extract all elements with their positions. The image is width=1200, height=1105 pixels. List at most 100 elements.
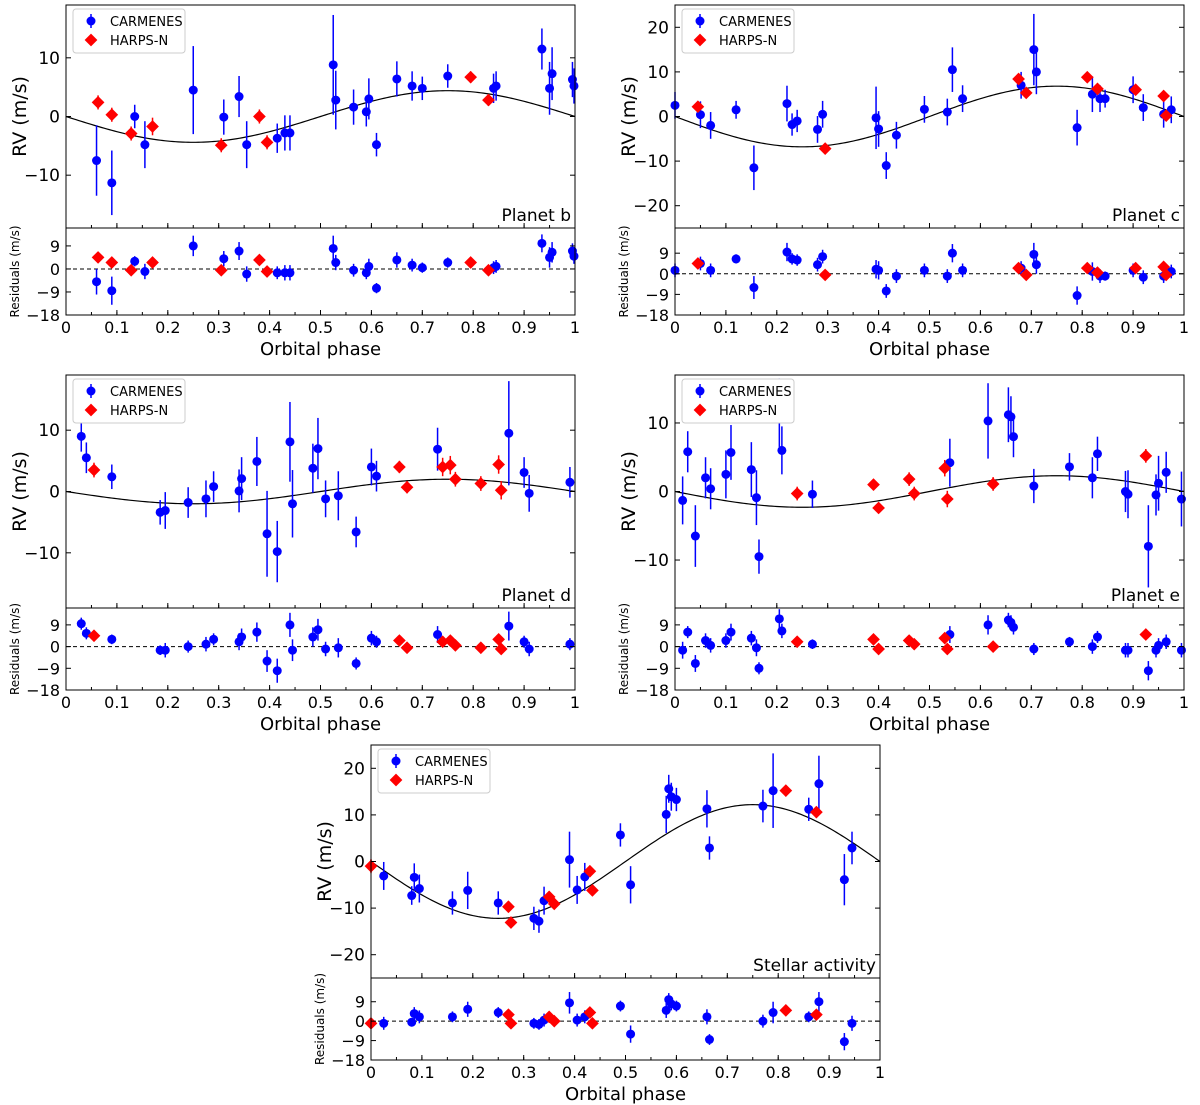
- x-axis-label: Orbital phase: [869, 339, 990, 360]
- y-tick-label: 10: [38, 49, 60, 69]
- y-axis-label: RV (m/s): [9, 76, 31, 157]
- carmenes-point: [1029, 481, 1039, 491]
- harps-point: [464, 70, 478, 84]
- carmenes-point: [262, 529, 272, 539]
- x-tick-label: 0.2: [155, 693, 180, 712]
- legend-carmenes-label: CARMENES: [110, 385, 183, 400]
- carmenes-point: [814, 779, 824, 789]
- carmenes-point: [392, 74, 402, 84]
- x-tick-label: 0.8: [765, 1063, 790, 1082]
- y-tick-label: −20: [329, 946, 365, 966]
- carmenes-point: [188, 85, 198, 95]
- carmenes-point: [534, 916, 544, 926]
- panel-1: 0 0.1 0.2 0.3 0.4 0.5 0.6 0.7 0.8 0.9 1 −10 0 10 −18 −9…: [8, 4, 580, 360]
- carmenes-point: [219, 112, 229, 122]
- x-tick-label: 0.8: [460, 693, 485, 712]
- carmenes-residual: [565, 639, 575, 649]
- legend-box: [377, 748, 491, 794]
- harps-point: [818, 142, 832, 155]
- carmenes-residual: [349, 265, 359, 275]
- y-tick-label: 10: [343, 806, 365, 826]
- carmenes-residual: [1100, 271, 1110, 281]
- carmenes-residual: [537, 238, 547, 248]
- carmenes-point: [1092, 449, 1102, 459]
- carmenes-residual: [1143, 666, 1153, 676]
- carmenes-residual: [983, 620, 993, 630]
- x-tick-label: 0.5: [308, 693, 333, 712]
- harps-residual: [691, 257, 705, 270]
- x-tick-label: 0.6: [359, 693, 384, 712]
- carmenes-residual: [201, 639, 211, 649]
- carmenes-residual: [331, 258, 341, 268]
- carmenes-residual: [92, 277, 102, 287]
- carmenes-point: [417, 83, 427, 93]
- carmenes-residual: [751, 643, 761, 653]
- x-tick-label: 1: [1179, 693, 1189, 712]
- carmenes-point: [1138, 103, 1148, 113]
- carmenes-residual: [569, 251, 579, 261]
- harps-point: [400, 480, 414, 494]
- legend: CARMENES HARPS-N: [377, 748, 491, 794]
- carmenes-point: [721, 469, 731, 479]
- carmenes-residual: [491, 261, 501, 271]
- carmenes-residual: [288, 645, 298, 655]
- x-tick-label: 0.4: [562, 1063, 587, 1082]
- x-tick-label: 0.1: [713, 318, 738, 337]
- carmenes-residual: [160, 645, 170, 655]
- harps-residual: [105, 256, 119, 269]
- res-y-tick-label: −18: [26, 306, 60, 325]
- carmenes-residual: [774, 614, 784, 624]
- model-curve: [65, 478, 576, 505]
- carmenes-point: [818, 109, 828, 119]
- legend-harps-label: HARPS-N: [110, 34, 168, 49]
- carmenes-point: [701, 473, 711, 483]
- x-tick-label: 0.9: [511, 693, 536, 712]
- harps-point: [146, 120, 159, 133]
- legend-carmenes-marker: [86, 386, 96, 396]
- y-tick-label: −20: [633, 197, 669, 217]
- carmenes-residual: [746, 633, 756, 643]
- carmenes-residual: [237, 632, 247, 642]
- res-y-tick-label: 0: [659, 638, 669, 657]
- legend: CARMENES HARPS-N: [72, 8, 186, 54]
- residual-axes-frame: [674, 607, 1185, 691]
- carmenes-point: [433, 444, 443, 454]
- carmenes-point: [414, 884, 424, 894]
- carmenes-point: [881, 161, 891, 171]
- harps-residual: [464, 256, 478, 269]
- carmenes-residual: [285, 268, 295, 278]
- x-tick-label: 0.4: [866, 318, 891, 337]
- res-y-tick-label: 9: [659, 244, 669, 263]
- carmenes-point: [81, 453, 91, 463]
- x-tick-label: 1: [570, 318, 580, 337]
- panel-3: 0 0.1 0.2 0.3 0.4 0.5 0.6 0.7 0.8 0.9 1 −10 0 10 −18 −9…: [8, 374, 580, 735]
- carmenes-point: [349, 102, 359, 112]
- y-tick-label: 10: [647, 414, 669, 434]
- carmenes-point: [407, 891, 417, 901]
- x-tick-label: 0.2: [764, 318, 789, 337]
- panel-title: Planet b: [502, 206, 572, 226]
- carmenes-point: [919, 104, 929, 114]
- harps-point: [502, 900, 515, 914]
- x-axis-label: Orbital phase: [260, 714, 381, 735]
- y-tick-label: −10: [329, 899, 365, 919]
- carmenes-residual: [891, 271, 901, 281]
- x-axis-label: Orbital phase: [260, 339, 381, 360]
- carmenes-point: [983, 416, 993, 426]
- carmenes-residual: [671, 1001, 681, 1011]
- panel-5: 0 0.1 0.2 0.3 0.4 0.5 0.6 0.7 0.8 0.9 1 −20 −10 0 10 20…: [313, 744, 885, 1105]
- legend-carmenes-label: CARMENES: [110, 15, 183, 30]
- carmenes-residual: [777, 626, 787, 636]
- harps-point: [1139, 449, 1153, 463]
- carmenes-residual: [1031, 260, 1041, 270]
- carmenes-point: [491, 81, 501, 91]
- carmenes-point: [242, 140, 252, 150]
- y-tick-label: −10: [633, 152, 669, 172]
- x-tick-label: 0.9: [1120, 693, 1145, 712]
- harps-point: [253, 110, 266, 123]
- carmenes-residual: [731, 254, 741, 264]
- carmenes-point: [847, 843, 857, 853]
- y-tick-label: 0: [658, 108, 669, 128]
- harps-residual: [1139, 628, 1153, 641]
